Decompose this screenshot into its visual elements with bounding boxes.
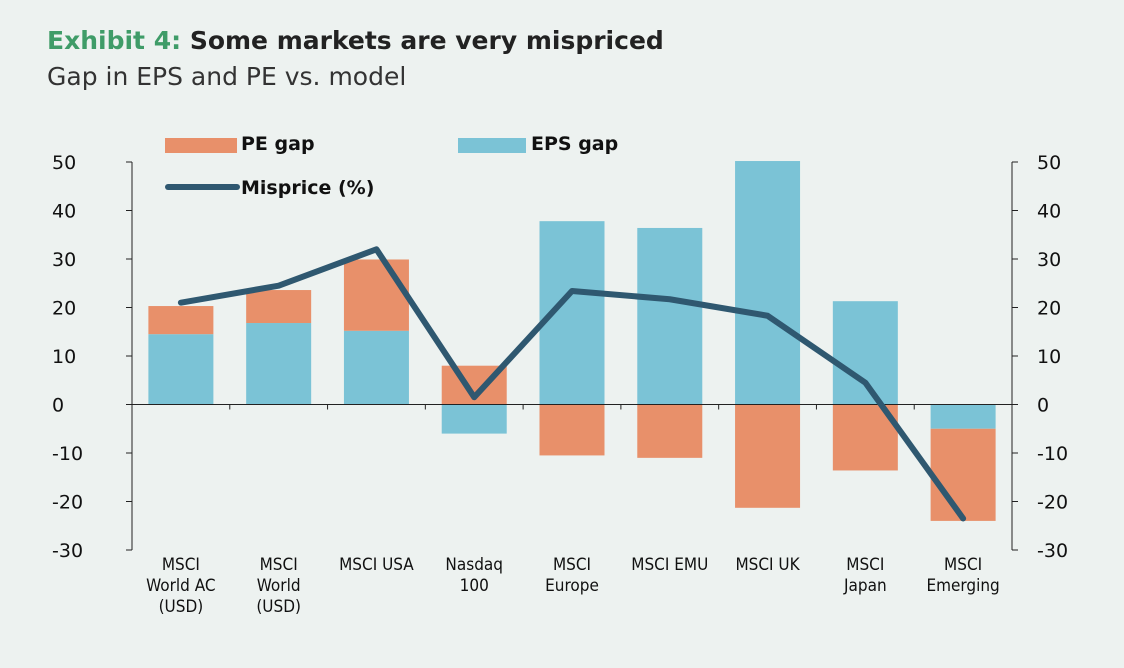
bar-pe-gap-0 [148, 306, 214, 335]
y-tick-label-left: 40 [52, 201, 76, 223]
y-tick-label-left: 20 [52, 298, 76, 320]
y-tick-label-right: 30 [1037, 249, 1061, 271]
bar-eps-gap-3 [441, 404, 507, 434]
bar-eps-gap-5 [637, 227, 703, 405]
category-label-line: MSCI [553, 555, 591, 575]
category-label: MSCI World AC (USD) [146, 555, 215, 617]
chart-title-text: Some markets are very mispriced [189, 26, 664, 55]
category-label: MSCI Europe [545, 555, 599, 596]
bar-pe-gap-1 [246, 290, 312, 324]
category-label-line: Nasdaq [445, 555, 503, 575]
y-tick-label-right: 20 [1037, 298, 1061, 320]
category-label-line: MSCI [944, 555, 982, 575]
bar-eps-gap-7 [832, 301, 898, 405]
y-tick-label-right: 50 [1037, 152, 1061, 174]
y-tick-label-left: 10 [52, 346, 76, 368]
category-label-line: MSCI EMU [631, 555, 708, 575]
legend-swatch-pe-gap [165, 138, 237, 153]
category-label: MSCI USA [339, 555, 414, 575]
category-label-line: 100 [460, 576, 489, 596]
y-tick-label-left: 30 [52, 249, 76, 271]
category-label-line: World AC [146, 576, 215, 596]
y-tick-label-left: -20 [52, 492, 83, 514]
y-tick-label-right: 0 [1037, 395, 1049, 417]
bar-pe-gap-4 [539, 404, 605, 456]
chart-title: Exhibit 4: Some markets are very mispric… [47, 26, 664, 56]
bar-eps-gap-1 [246, 323, 312, 405]
y-tick-label-right: 10 [1037, 346, 1061, 368]
chart-subtitle: Gap in EPS and PE vs. model [47, 62, 407, 91]
y-tick-label-right: 40 [1037, 201, 1061, 223]
legend-swatch-eps-gap [458, 138, 526, 153]
category-label-line: (USD) [159, 597, 204, 617]
y-tick-label-right: -30 [1037, 540, 1068, 562]
category-label: MSCI World (USD) [256, 555, 301, 617]
category-label-line: MSCI [260, 555, 298, 575]
misprice-line [177, 246, 967, 522]
bar-eps-gap-0 [148, 334, 214, 405]
category-label: MSCI Japan [843, 555, 887, 596]
bar-pe-gap-2 [343, 259, 409, 331]
legend-label-pe-gap: PE gap [241, 133, 315, 155]
legend-label-eps-gap: EPS gap [531, 133, 618, 155]
category-label-line: Japan [843, 576, 887, 596]
category-label-line: MSCI [162, 555, 200, 575]
category-label-line: MSCI [846, 555, 884, 575]
bar-pe-gap-8 [930, 428, 996, 521]
y-tick-label-right: -20 [1037, 492, 1068, 514]
category-label-line: Emerging [926, 576, 999, 596]
exhibit-label: Exhibit 4: [47, 26, 182, 55]
category-label-line: (USD) [256, 597, 301, 617]
legend-label-misprice: Misprice (%) [241, 177, 374, 199]
category-label-line: World [257, 576, 301, 596]
y-tick-label-left: -30 [52, 540, 83, 562]
category-label-line: Europe [545, 576, 599, 596]
category-label: MSCI Emerging [926, 555, 999, 596]
category-label-line: MSCI USA [339, 555, 414, 575]
bar-eps-gap-8 [930, 404, 996, 429]
category-label: MSCI UK [735, 555, 800, 575]
bar-pe-gap-5 [637, 404, 703, 458]
y-tick-label-right: -10 [1037, 443, 1068, 465]
bar-eps-gap-6 [735, 161, 801, 405]
title-block: Exhibit 4: Some markets are very mispric… [47, 26, 664, 92]
category-label: MSCI EMU [631, 555, 708, 575]
y-tick-label-left: -10 [52, 443, 83, 465]
category-label-line: MSCI UK [735, 555, 800, 575]
y-tick-label-left: 50 [52, 152, 76, 174]
bar-pe-gap-6 [735, 404, 801, 508]
category-label: Nasdaq 100 [445, 555, 503, 596]
bar-eps-gap-2 [343, 330, 409, 405]
y-tick-label-left: 0 [52, 395, 64, 417]
